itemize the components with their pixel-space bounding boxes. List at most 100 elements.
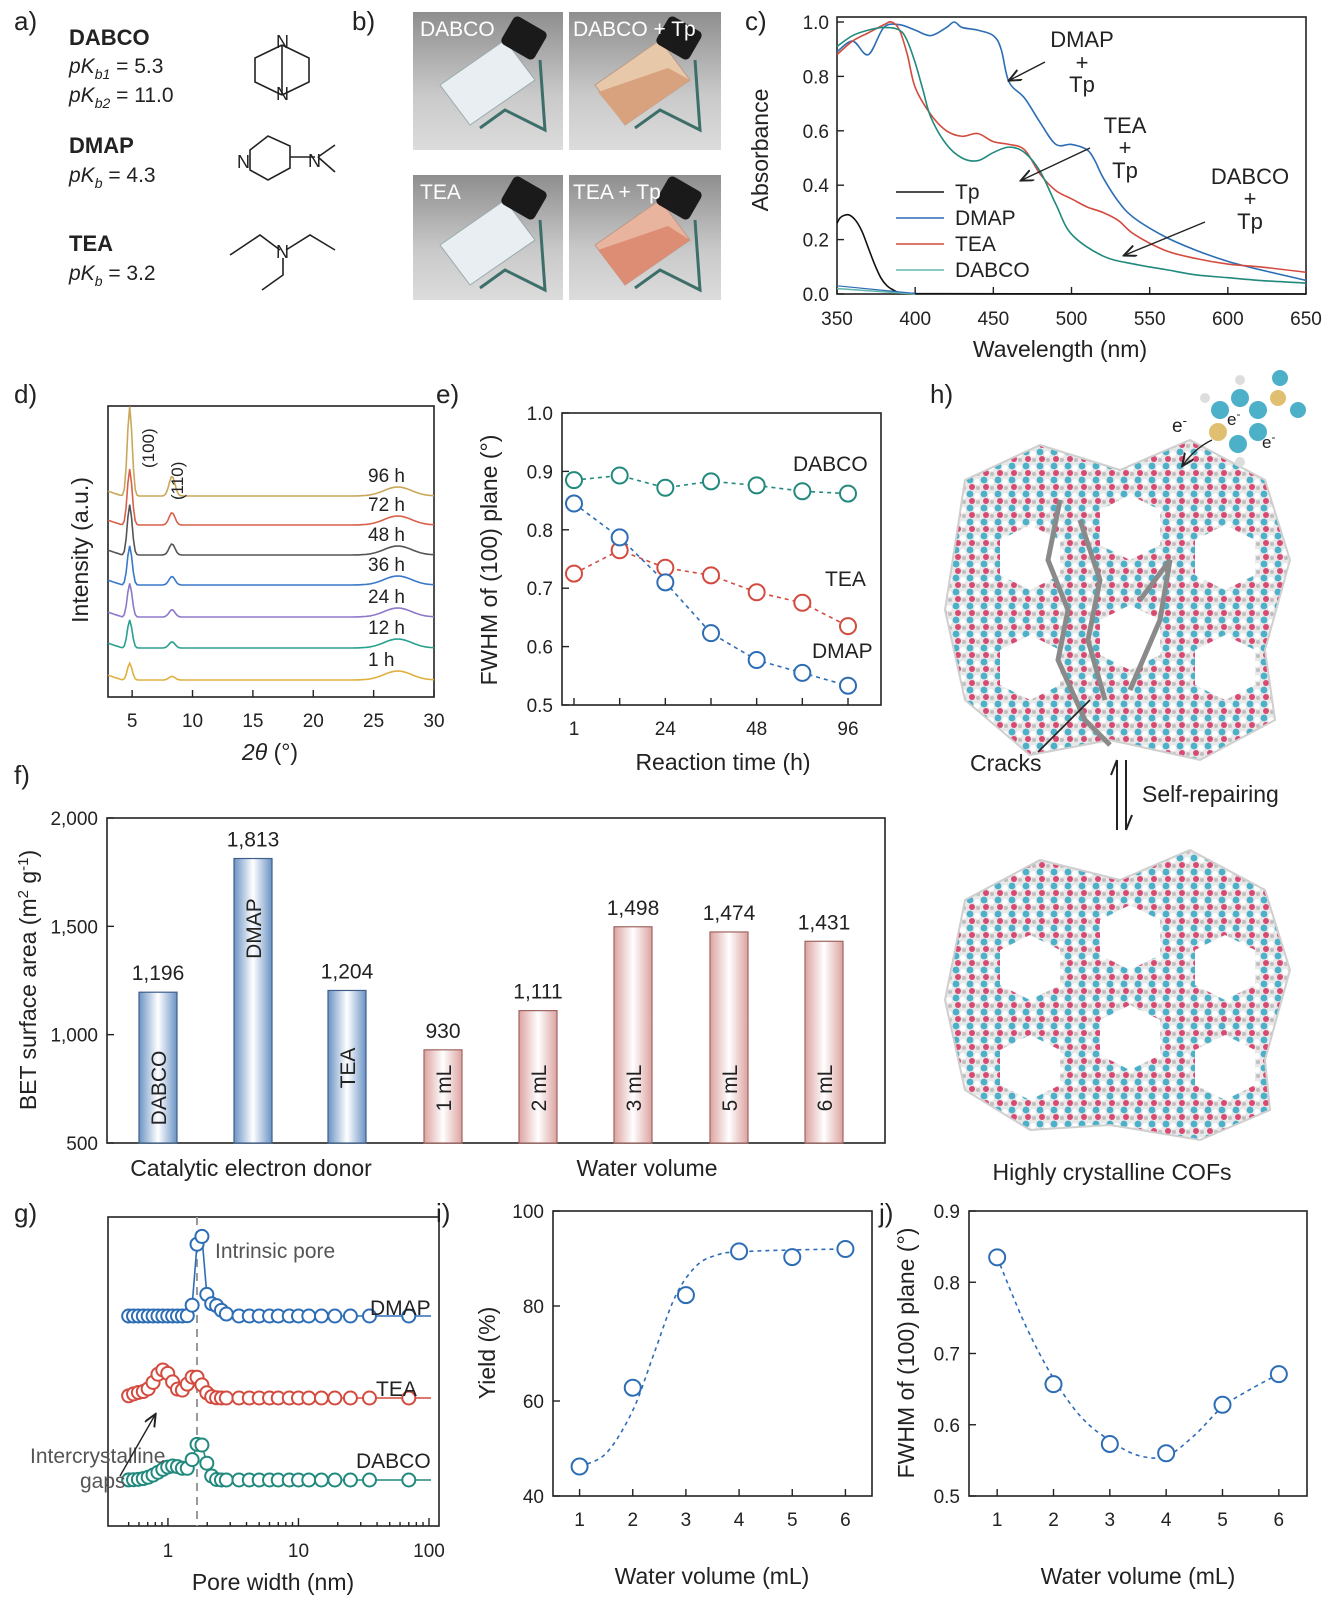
pore-point-tea xyxy=(327,1390,343,1406)
bet-group-label-water: Water volume xyxy=(576,1155,717,1181)
fwhm-water-ytick-label: 0.6 xyxy=(934,1416,960,1437)
fwhm-water-fit-curve xyxy=(996,1257,1280,1459)
yield-point xyxy=(836,1240,855,1258)
bet-bar-value: 930 xyxy=(425,1020,460,1043)
yield-chart: 1 2 3 4 5 6 40 60 80 100 Water volume (mL) Yield … xyxy=(474,1202,873,1589)
annot-dabco-line2: + xyxy=(1244,186,1257,211)
panel-label-c: c) xyxy=(745,6,767,36)
pxrd-xtick-label: 25 xyxy=(363,711,384,732)
bet-bar-label: DABCO xyxy=(148,1051,171,1126)
pxrd-series-96h xyxy=(107,406,435,497)
legend-label-tp: Tp xyxy=(955,181,980,204)
bet-bar-label: 6 mL xyxy=(814,1065,837,1112)
fwhm-time-point-dmap xyxy=(793,663,812,682)
pore-point-dabco xyxy=(327,1472,343,1488)
pore-label-tea: TEA xyxy=(376,1378,417,1401)
yield-point xyxy=(676,1286,695,1305)
fwhm-water-point xyxy=(1157,1444,1176,1463)
dabco-pkb1: pKb1 = 5.3 xyxy=(68,55,163,82)
pore-point-tea xyxy=(361,1390,377,1406)
panel-label-a: a) xyxy=(14,6,37,36)
fwhm-water-point xyxy=(1100,1434,1119,1453)
uvvis-chart: 350 400 450 500 550 600 6500.00.20.40.60.81.0 … xyxy=(747,13,1322,362)
uvvis-ytick-label: 1.0 xyxy=(803,13,829,34)
electron-label-1: e- xyxy=(1172,413,1187,438)
cof-cracked-framework xyxy=(943,438,1292,762)
fwhm-time-ytick-label: 0.6 xyxy=(527,638,553,659)
bet-ylabel: BET surface area (m2 g-1) xyxy=(15,850,42,1110)
cof-repaired-framework xyxy=(943,848,1292,1142)
dabco-pkb2: pKb2 = 11.0 xyxy=(68,84,174,111)
pxrd-peak-100: (100) xyxy=(139,428,158,468)
bet-bar-5ml xyxy=(709,931,749,1144)
pxrd-peak-110: (110) xyxy=(168,462,187,500)
pxrd-series-label: 96 h xyxy=(368,466,405,487)
fwhm-water-point xyxy=(1044,1375,1063,1394)
dmap-structure-diagram: N N xyxy=(237,135,336,181)
pore-point-dabco xyxy=(218,1472,234,1488)
pxrd-series-24h xyxy=(107,583,435,618)
pore-point-dmap xyxy=(301,1308,317,1324)
fwhm-time-ytick-label: 0.8 xyxy=(527,521,553,542)
fwhm-time-point-tea xyxy=(793,593,812,612)
electron-arrow xyxy=(1183,439,1213,465)
fwhm-time-chart: 1 24 48 96 0.5 0.6 0.7 0.8 0.9 1.0 DABCO TEA DMAP… xyxy=(476,404,882,775)
bet-ytick-label: 500 xyxy=(66,1134,98,1155)
yield-ytick-label: 100 xyxy=(512,1202,544,1223)
tea-atom-n: N xyxy=(276,242,289,262)
fwhm-time-point-tea xyxy=(839,617,857,636)
yield-xtick-label: 2 xyxy=(627,1510,638,1531)
fwhm-time-point-dmap xyxy=(839,676,857,695)
pore-annot-arrow xyxy=(119,1415,155,1477)
cracks-pointer xyxy=(1037,699,1091,753)
panel-label-d: d) xyxy=(14,379,37,409)
dmap-name: DMAP xyxy=(69,133,134,158)
fwhm-time-xtick-label: 24 xyxy=(655,719,677,740)
bet-bar-value: 1,813 xyxy=(227,829,280,852)
bet-bar-dabco xyxy=(138,991,178,1144)
uvvis-annotation-dabco: DABCO + Tp xyxy=(1125,164,1289,255)
fwhm-time-line-tea xyxy=(573,549,849,627)
panel-label-i: i) xyxy=(436,1198,450,1228)
fwhm-water-point xyxy=(1213,1395,1232,1414)
pore-xtick-label: 1 xyxy=(163,1541,174,1562)
fwhm-water-ylabel: FWHM of (100) plane (°) xyxy=(893,1228,919,1479)
tea-structure-diagram: N xyxy=(229,234,336,291)
bet-ytick-label: 1,500 xyxy=(50,917,98,938)
uvvis-legend: Tp DMAP TEA DABCO xyxy=(896,181,1030,282)
photo-tea: TEA xyxy=(413,175,563,300)
uvvis-series-dmap-base xyxy=(836,285,916,295)
yield-ylabel: Yield (%) xyxy=(474,1307,500,1399)
bet-bar-label: 1 mL xyxy=(433,1065,456,1112)
fwhm-time-xtick-label: 48 xyxy=(746,719,767,740)
bet-bar-tea xyxy=(327,989,367,1144)
pore-point-dabco xyxy=(199,1455,215,1471)
uvvis-xlabel: Wavelength (nm) xyxy=(973,336,1147,362)
dabco-atom-n-top: N xyxy=(276,32,289,52)
pxrd-series-label: 36 h xyxy=(368,555,405,576)
photo-tea-label: TEA xyxy=(420,181,461,204)
bet-bar-1ml xyxy=(423,1049,463,1144)
bet-bar-value: 1,498 xyxy=(607,897,660,920)
cracks-shape xyxy=(1045,499,1173,747)
uvvis-ytick-label: 0.8 xyxy=(803,67,829,88)
yield-point xyxy=(570,1457,589,1476)
fwhm-water-ytick-label: 0.9 xyxy=(934,1202,960,1223)
pore-point-dabco xyxy=(301,1472,317,1488)
pore-point-dmap xyxy=(342,1308,358,1324)
uvvis-annotation-dmap: DMAP + Tp xyxy=(1010,27,1114,97)
fwhm-time-point-dabco xyxy=(747,476,766,495)
pore-point-dabco xyxy=(401,1472,417,1488)
legend-label-dmap: DMAP xyxy=(955,207,1016,230)
pore-point-dabco xyxy=(194,1437,210,1453)
pore-annot-gaps: gaps xyxy=(80,1470,126,1493)
fwhm-time-label-dmap: DMAP xyxy=(812,640,873,663)
fwhm-water-xtick-label: 2 xyxy=(1048,1510,1059,1531)
yield-ytick-label: 40 xyxy=(523,1487,544,1508)
pxrd-chart: 5 10 15 20 25 30 96 h72 h48 h36 h24 h12 h1 h … xyxy=(67,405,445,765)
electron-label-2: e- xyxy=(1227,407,1240,429)
pxrd-series-label: 24 h xyxy=(368,587,405,608)
yield-xtick-label: 6 xyxy=(840,1510,851,1531)
molecule-dmap-illustration: e- e- e- xyxy=(1172,370,1306,467)
fwhm-time-frame xyxy=(561,412,882,706)
